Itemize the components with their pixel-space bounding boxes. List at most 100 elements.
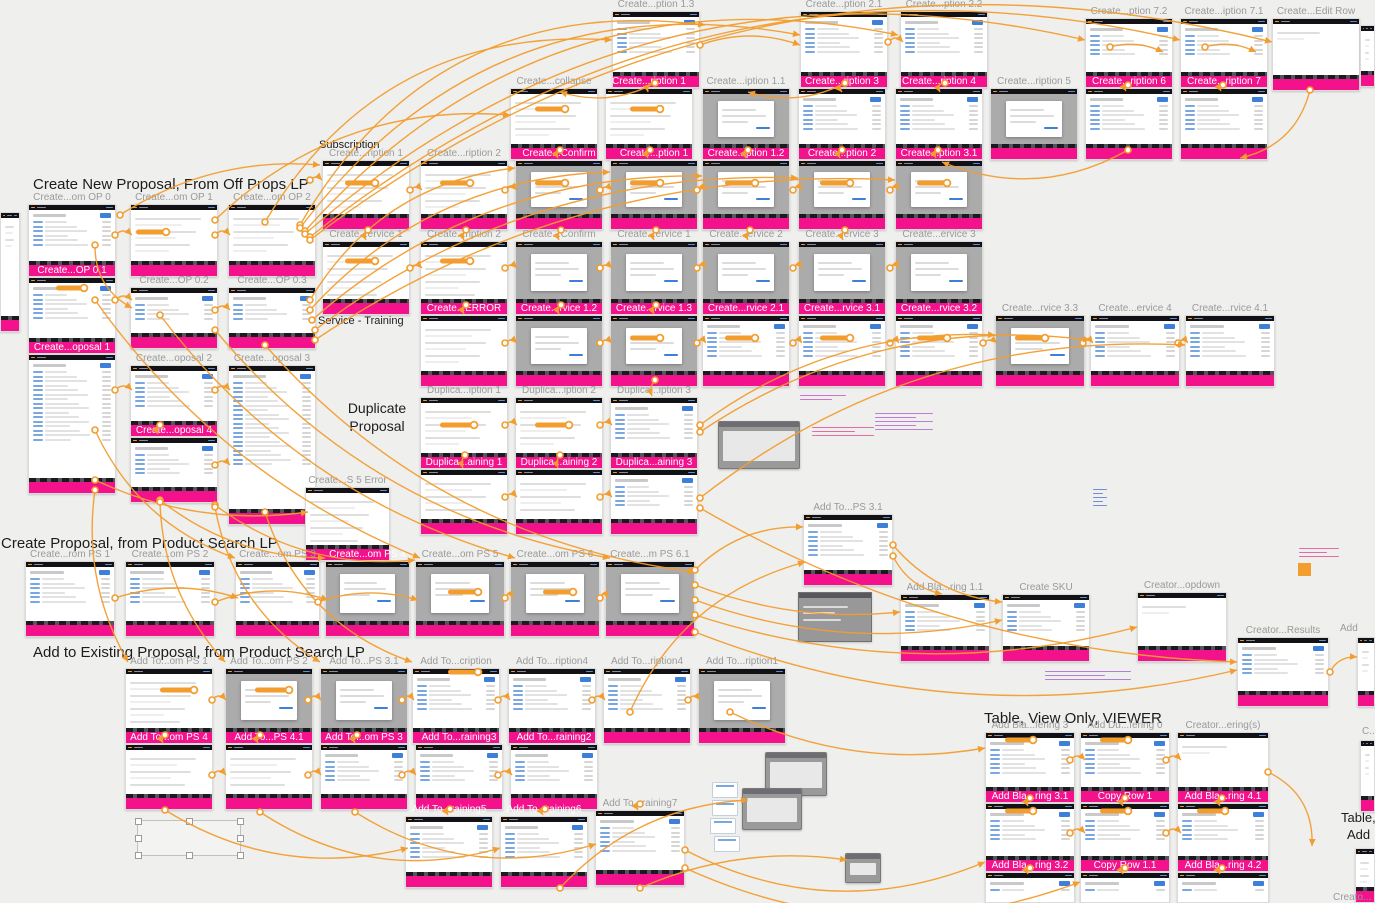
frame-label: Create...ription 7: [1187, 76, 1261, 87]
flow-frame[interactable]: [603, 668, 691, 744]
flow-frame[interactable]: [610, 315, 698, 387]
flow-frame[interactable]: [595, 810, 685, 886]
frame-content: [516, 166, 602, 214]
selection-rectangle[interactable]: [135, 818, 244, 859]
flow-frame[interactable]: [702, 160, 790, 230]
flow-frame[interactable]: [125, 744, 213, 810]
frame-annotation-bar: [226, 732, 312, 743]
flow-frame[interactable]: [322, 160, 410, 230]
frame-header-bar: [1, 213, 19, 218]
flow-frame[interactable]: [1137, 592, 1227, 662]
frame-content: [1086, 94, 1172, 144]
flow-frame[interactable]: [320, 744, 408, 810]
flow-frame[interactable]: [605, 561, 695, 637]
flow-frame[interactable]: [1272, 18, 1360, 91]
frame-content: [406, 822, 492, 872]
frame-footer-nav: [1238, 691, 1328, 695]
flow-frame[interactable]: [125, 561, 215, 637]
flow-frame[interactable]: [0, 212, 20, 332]
flow-frame[interactable]: [510, 744, 598, 810]
flow-frame[interactable]: [130, 287, 218, 349]
flow-frame[interactable]: [995, 315, 1085, 387]
frame-label: Create...rvice 2.1: [707, 303, 785, 314]
flow-frame[interactable]: [235, 561, 320, 637]
flow-frame[interactable]: [130, 204, 218, 277]
frame-label: Create...ption 2.2: [905, 0, 983, 10]
flow-frame[interactable]: [228, 365, 316, 525]
selection-handle[interactable]: [135, 852, 142, 859]
flow-frame[interactable]: [1355, 848, 1375, 903]
frame-content: [1356, 854, 1374, 887]
selection-handle[interactable]: [237, 852, 244, 859]
frame-footer-nav: [1273, 75, 1359, 79]
flow-frame[interactable]: [415, 744, 503, 810]
flow-frame[interactable]: [320, 668, 408, 744]
flow-frame[interactable]: [510, 561, 600, 637]
flow-frame[interactable]: [130, 437, 218, 503]
flow-frame[interactable]: [515, 160, 603, 230]
flow-frame[interactable]: [322, 241, 410, 315]
flow-frame[interactable]: [990, 88, 1078, 160]
frame-footer-nav: [501, 872, 587, 876]
flow-frame[interactable]: [420, 315, 508, 387]
flow-frame[interactable]: [798, 315, 886, 387]
flow-frame[interactable]: [500, 816, 588, 888]
flow-frame[interactable]: [420, 160, 508, 230]
selection-handle[interactable]: [135, 835, 142, 842]
selection-handle[interactable]: [186, 818, 193, 825]
flow-frame[interactable]: [895, 241, 983, 315]
flow-frame[interactable]: [325, 561, 410, 637]
flow-frame[interactable]: [895, 160, 983, 230]
flow-frame[interactable]: [702, 315, 790, 387]
flow-frame[interactable]: [798, 592, 872, 642]
flow-frame[interactable]: [798, 160, 886, 230]
flow-frame[interactable]: [405, 816, 493, 888]
frame-label: Add To...raining2: [516, 732, 592, 743]
flow-frame[interactable]: [1002, 594, 1090, 662]
frame-label: Create...Confirm: [522, 229, 596, 240]
frame-label: Duplica...iption 2: [522, 385, 596, 396]
flow-frame[interactable]: [225, 744, 313, 810]
flow-frame[interactable]: [1180, 88, 1268, 160]
flow-frame[interactable]: [1090, 315, 1180, 387]
flow-frame[interactable]: [1360, 25, 1375, 87]
flow-frame[interactable]: [985, 872, 1075, 903]
flow-frame[interactable]: [25, 561, 115, 637]
frame-footer-nav: [126, 728, 212, 732]
frame-label: Create...oposal 2: [135, 353, 213, 364]
flow-frame[interactable]: [28, 354, 116, 494]
flow-frame[interactable]: [1177, 732, 1269, 803]
frame-content: [611, 166, 697, 214]
flow-frame[interactable]: [420, 469, 508, 535]
flow-frame[interactable]: [1237, 637, 1329, 707]
flow-frame[interactable]: [1185, 315, 1275, 387]
selection-handle[interactable]: [135, 818, 142, 825]
flow-frame[interactable]: [1360, 740, 1375, 812]
flow-frame[interactable]: [610, 160, 698, 230]
flow-frame[interactable]: [515, 315, 603, 387]
flow-frame[interactable]: [225, 668, 313, 744]
frame-content: [699, 674, 785, 728]
flow-frame[interactable]: [698, 668, 786, 744]
flow-frame[interactable]: [1080, 872, 1170, 903]
flow-frame[interactable]: [900, 594, 990, 662]
flow-frame[interactable]: [1357, 637, 1375, 707]
flow-arrowhead: [314, 172, 322, 180]
frame-annotation-bar: [1, 320, 19, 331]
frame-annotation-bar: [896, 303, 982, 314]
flow-frame[interactable]: [1177, 872, 1269, 903]
flow-frame[interactable]: [228, 204, 316, 277]
flow-frame[interactable]: [228, 287, 316, 349]
flow-frame[interactable]: [508, 668, 596, 744]
flow-frame[interactable]: [895, 315, 983, 387]
flow-frame[interactable]: [515, 469, 603, 535]
flow-frame[interactable]: [610, 469, 698, 535]
selection-handle[interactable]: [237, 818, 244, 825]
flow-frame[interactable]: [1085, 88, 1173, 160]
selection-handle[interactable]: [186, 852, 193, 859]
flow-frame[interactable]: [415, 561, 505, 637]
flow-frame[interactable]: [125, 668, 213, 744]
flow-frame[interactable]: [803, 514, 893, 586]
selection-handle[interactable]: [237, 835, 244, 842]
